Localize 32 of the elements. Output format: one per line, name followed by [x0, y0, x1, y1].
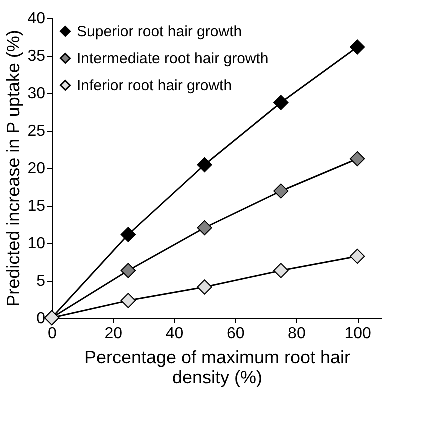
- y-tick-label: 5: [36, 273, 46, 290]
- point: [197, 280, 212, 295]
- y-tick-label: 25: [28, 123, 46, 140]
- point: [197, 157, 212, 173]
- x-tick-label: 20: [104, 326, 123, 342]
- x-tick-label: 40: [166, 326, 184, 342]
- point: [350, 40, 366, 55]
- x-tick-label: 0: [48, 326, 58, 342]
- x-axis-title: Percentage of maximum root hair density (%): [84, 348, 351, 388]
- legend-label: Intermediate root hair growth: [77, 50, 269, 68]
- y-tick-label: 30: [28, 86, 46, 102]
- point: [350, 248, 366, 264]
- x-tick-label: 80: [288, 326, 306, 342]
- y-tick-label: 0: [36, 310, 46, 328]
- point: [274, 263, 289, 278]
- point: [274, 184, 289, 199]
- point: [274, 95, 289, 110]
- legend-label: Superior root hair growth: [77, 24, 242, 40]
- point: [120, 227, 136, 242]
- y-tick-label: 35: [28, 48, 46, 65]
- y-tick-label: 40: [28, 10, 46, 28]
- point: [120, 293, 136, 308]
- y-axis-title: Predicted increase in P uptake (%): [4, 30, 24, 307]
- point: [197, 220, 212, 236]
- point: [120, 263, 136, 278]
- y-tick-label: 15: [28, 198, 46, 215]
- legend-label: Inferior root hair growth: [77, 78, 232, 94]
- x-tick-label: 100: [344, 326, 372, 342]
- point: [350, 151, 366, 167]
- x-tick-label: 60: [226, 326, 245, 342]
- y-tick-label: 10: [28, 236, 46, 252]
- y-tick-label: 20: [28, 160, 46, 178]
